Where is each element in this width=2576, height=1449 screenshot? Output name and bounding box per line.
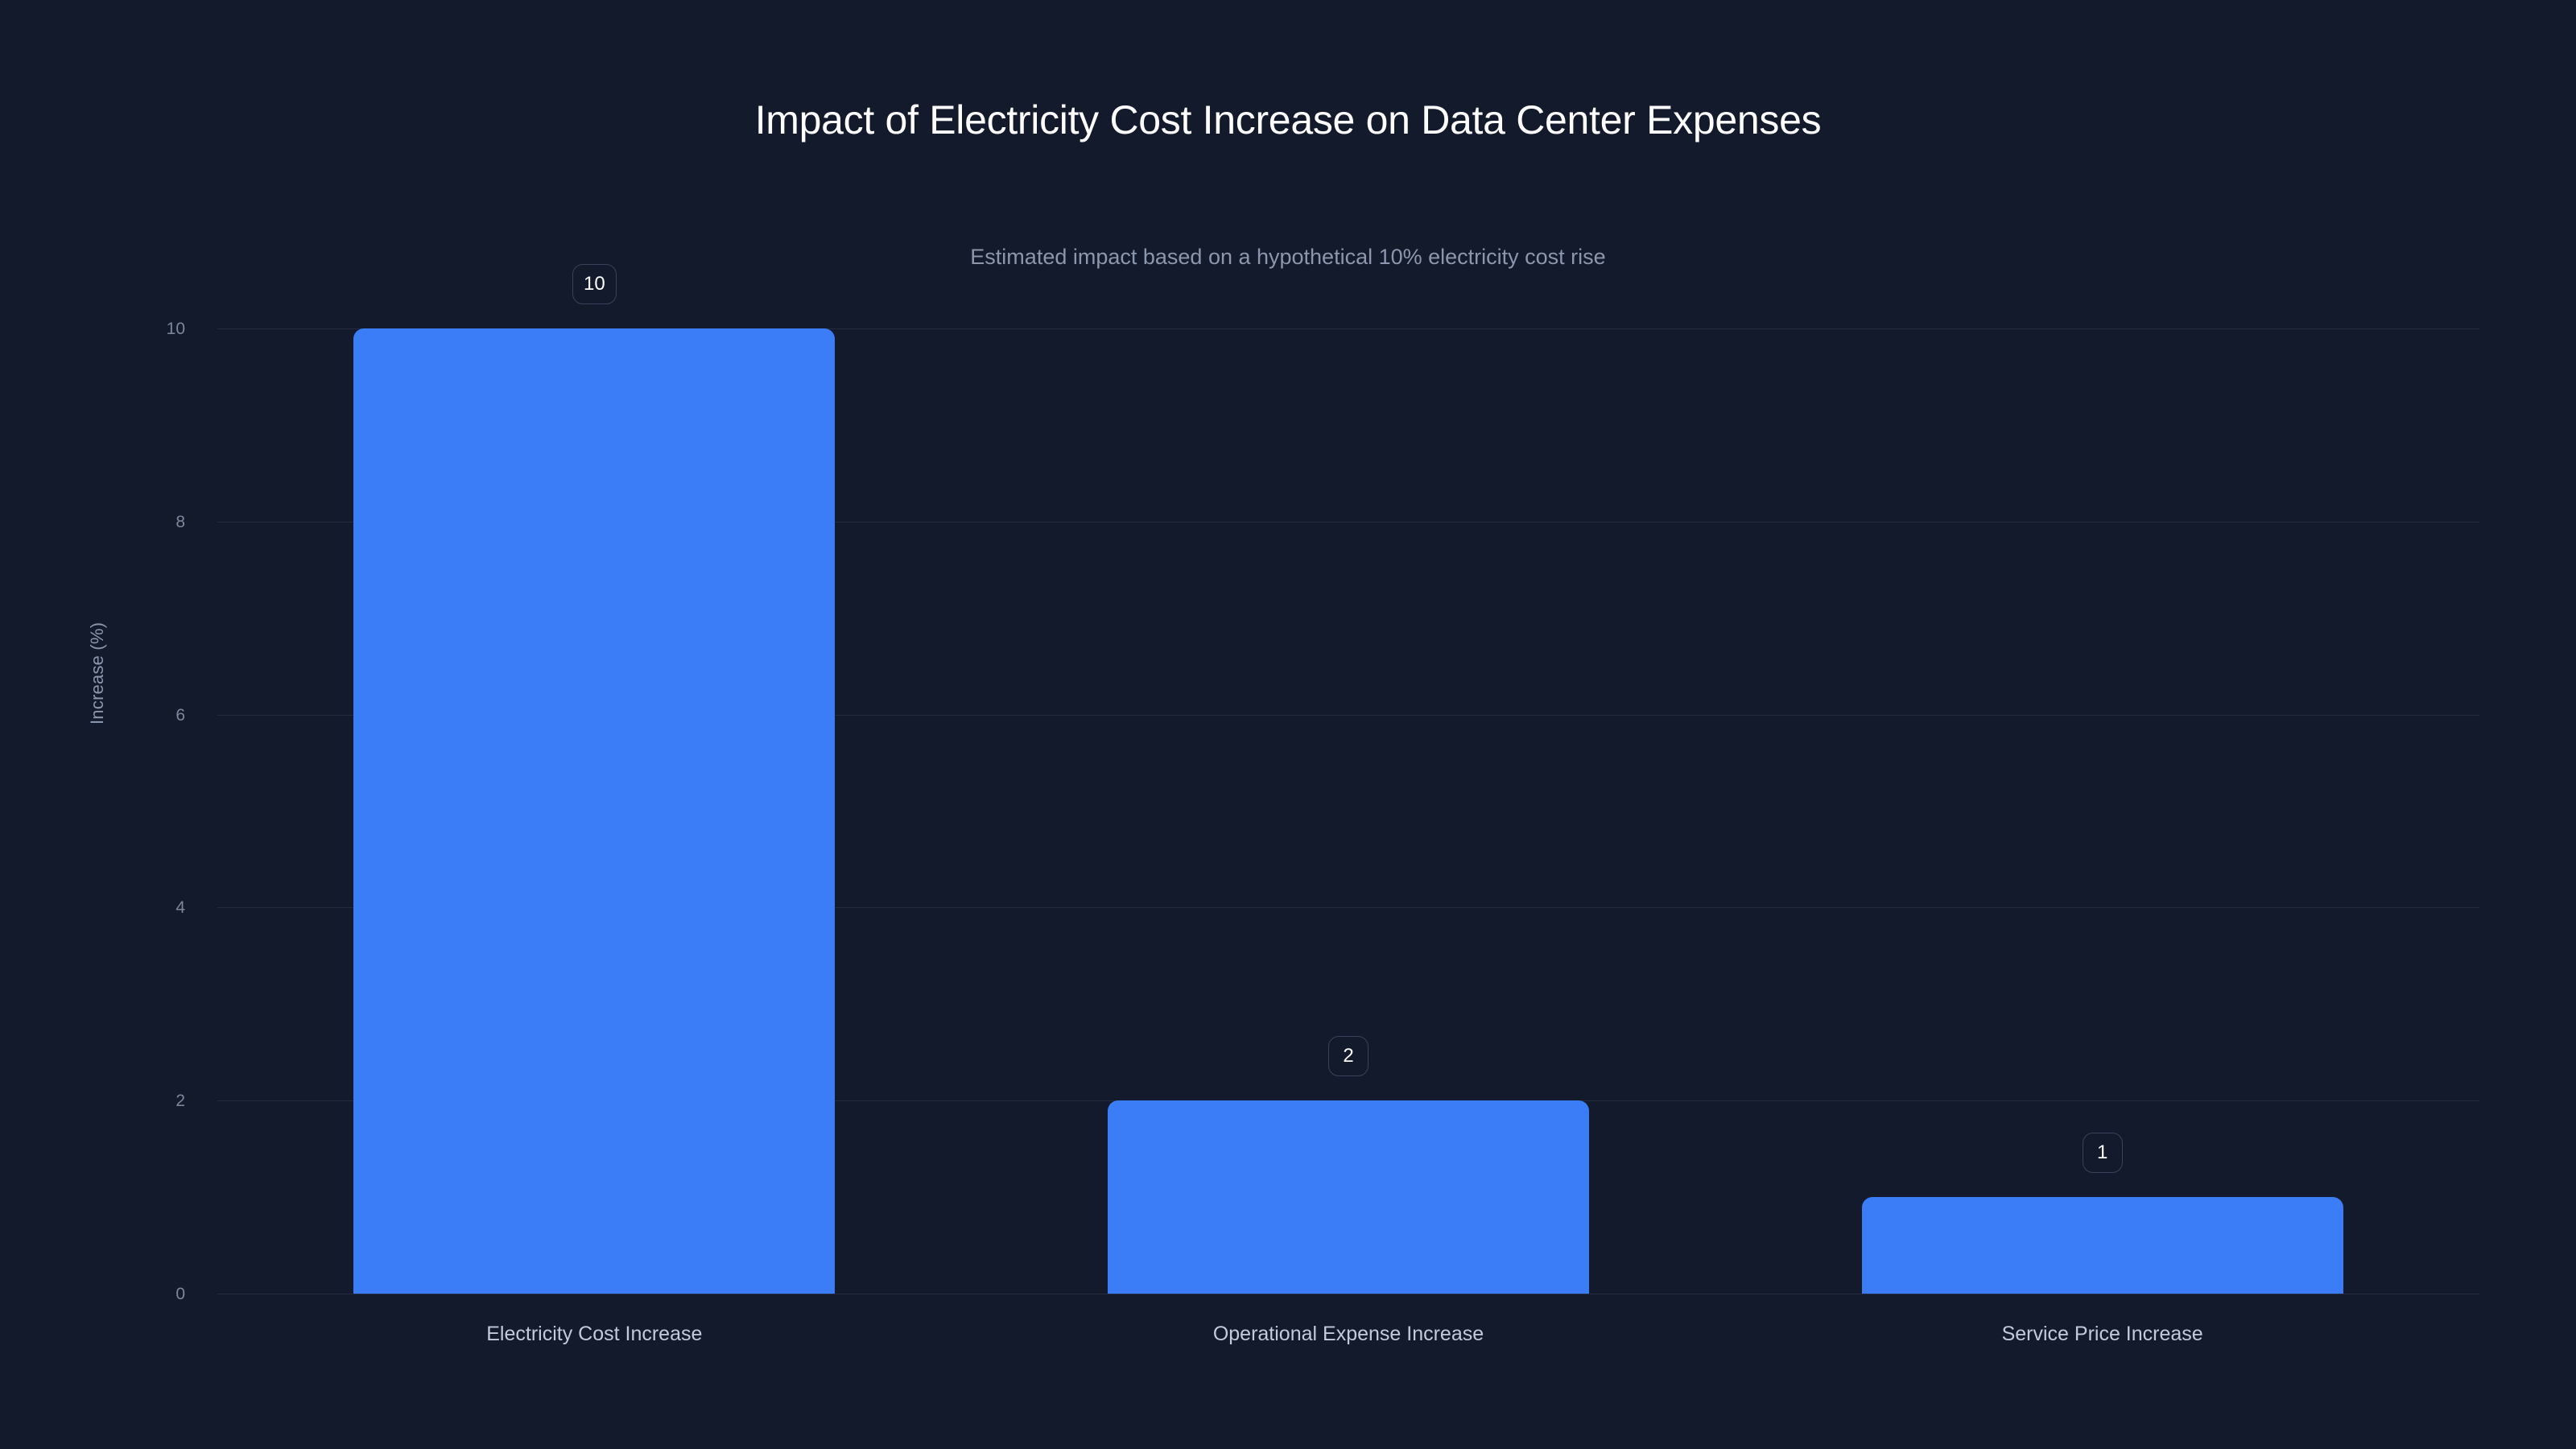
- y-tick-label: 0: [175, 1285, 185, 1303]
- chart-subtitle: Estimated impact based on a hypothetical…: [970, 245, 1606, 269]
- bar-value-pill: 1: [2082, 1133, 2123, 1174]
- chart-title: Impact of Electricity Cost Increase on D…: [754, 97, 1822, 142]
- y-tick-label: 10: [166, 320, 185, 338]
- bar-value-pill: 2: [1328, 1036, 1368, 1077]
- bar[interactable]: [353, 328, 836, 1294]
- gridline: [217, 328, 2479, 329]
- bar-value-label: 1: [2006, 1133, 2199, 1174]
- bar-value-label: 2: [1252, 1036, 1445, 1077]
- bar[interactable]: [1861, 1197, 2343, 1294]
- y-tick-label: 2: [175, 1092, 185, 1111]
- y-axis-title: Increase (%): [87, 621, 107, 724]
- gridline: [217, 714, 2479, 716]
- x-tick-label: Electricity Cost Increase: [486, 1323, 703, 1345]
- gridline: [217, 907, 2479, 909]
- y-tick-label: 8: [175, 512, 185, 531]
- plot-area: [217, 328, 2479, 1294]
- bar-value-pill: 10: [572, 264, 617, 304]
- x-tick-label: Service Price Increase: [2001, 1323, 2203, 1345]
- bar[interactable]: [1108, 1100, 1589, 1294]
- bar-value-label: 10: [497, 264, 691, 304]
- y-tick-label: 4: [175, 898, 185, 918]
- x-tick-label: Operational Expense Increase: [1212, 1323, 1484, 1345]
- y-tick-label: 6: [175, 705, 185, 724]
